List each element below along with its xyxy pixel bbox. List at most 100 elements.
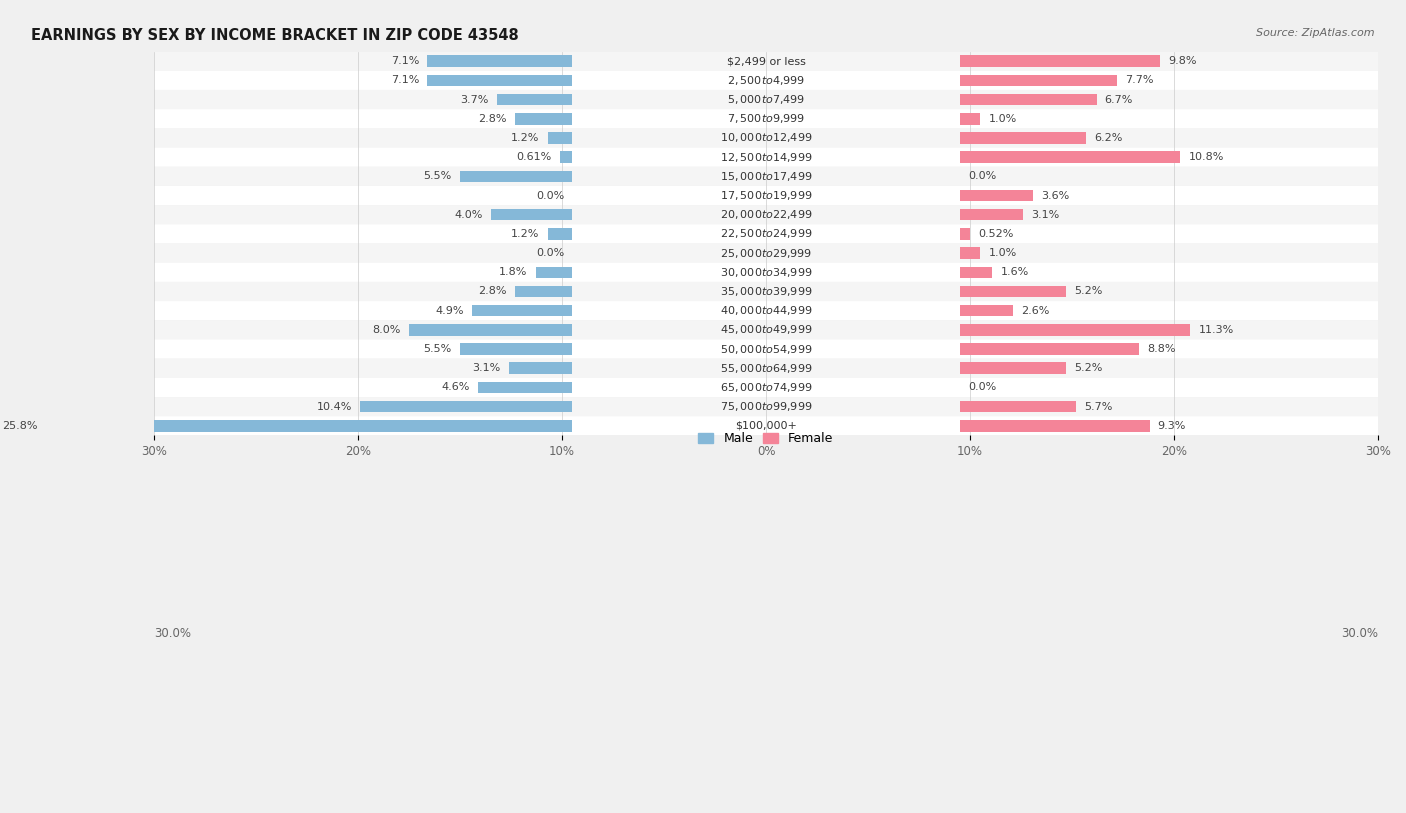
Text: $20,000 to $22,499: $20,000 to $22,499 bbox=[720, 208, 813, 221]
Bar bbox=[960, 113, 980, 124]
Text: 5.7%: 5.7% bbox=[1084, 402, 1112, 411]
Text: 1.8%: 1.8% bbox=[499, 267, 527, 277]
Text: 7.1%: 7.1% bbox=[391, 76, 419, 85]
Text: 0.0%: 0.0% bbox=[536, 248, 564, 258]
FancyBboxPatch shape bbox=[155, 51, 1378, 71]
Text: 1.2%: 1.2% bbox=[512, 133, 540, 143]
Text: $35,000 to $39,999: $35,000 to $39,999 bbox=[720, 285, 813, 298]
Bar bbox=[536, 267, 572, 278]
Bar bbox=[960, 247, 980, 259]
Text: 0.0%: 0.0% bbox=[967, 382, 997, 393]
Text: 1.0%: 1.0% bbox=[988, 114, 1017, 124]
Bar bbox=[960, 75, 1116, 86]
Text: 1.0%: 1.0% bbox=[988, 248, 1017, 258]
Text: $30,000 to $34,999: $30,000 to $34,999 bbox=[720, 266, 813, 279]
Text: $5,000 to $7,499: $5,000 to $7,499 bbox=[727, 93, 806, 106]
Text: 3.7%: 3.7% bbox=[460, 94, 489, 105]
Text: $2,500 to $4,999: $2,500 to $4,999 bbox=[727, 74, 806, 87]
Text: 3.1%: 3.1% bbox=[1031, 210, 1060, 220]
FancyBboxPatch shape bbox=[155, 359, 1378, 378]
Bar bbox=[960, 285, 1066, 298]
Bar bbox=[960, 133, 1087, 144]
Bar bbox=[496, 93, 572, 106]
Text: 7.1%: 7.1% bbox=[391, 56, 419, 66]
FancyBboxPatch shape bbox=[155, 320, 1378, 340]
Text: 9.8%: 9.8% bbox=[1168, 56, 1197, 66]
FancyBboxPatch shape bbox=[155, 167, 1378, 186]
Text: $22,500 to $24,999: $22,500 to $24,999 bbox=[720, 228, 813, 241]
Bar bbox=[960, 189, 1033, 202]
FancyBboxPatch shape bbox=[155, 263, 1378, 282]
Text: 30.0%: 30.0% bbox=[155, 628, 191, 641]
Text: $55,000 to $64,999: $55,000 to $64,999 bbox=[720, 362, 813, 375]
Bar bbox=[960, 228, 970, 240]
Text: 5.5%: 5.5% bbox=[423, 344, 451, 354]
Text: 3.1%: 3.1% bbox=[472, 363, 501, 373]
Text: 5.5%: 5.5% bbox=[423, 172, 451, 181]
Bar bbox=[960, 93, 1097, 106]
Text: $50,000 to $54,999: $50,000 to $54,999 bbox=[720, 342, 813, 355]
FancyBboxPatch shape bbox=[155, 301, 1378, 320]
FancyBboxPatch shape bbox=[155, 90, 1378, 109]
Text: 25.8%: 25.8% bbox=[3, 421, 38, 431]
Bar bbox=[960, 55, 1160, 67]
Bar bbox=[515, 285, 572, 298]
Text: 2.8%: 2.8% bbox=[478, 114, 508, 124]
Text: 1.2%: 1.2% bbox=[512, 229, 540, 239]
Text: 2.8%: 2.8% bbox=[478, 286, 508, 297]
Bar bbox=[427, 75, 572, 86]
Bar bbox=[960, 305, 1012, 316]
Text: $40,000 to $44,999: $40,000 to $44,999 bbox=[720, 304, 813, 317]
Bar bbox=[560, 151, 572, 163]
Text: 4.9%: 4.9% bbox=[436, 306, 464, 315]
Text: 3.6%: 3.6% bbox=[1042, 190, 1070, 201]
Bar bbox=[960, 151, 1180, 163]
FancyBboxPatch shape bbox=[155, 416, 1378, 436]
FancyBboxPatch shape bbox=[155, 147, 1378, 167]
FancyBboxPatch shape bbox=[155, 397, 1378, 416]
Text: $12,500 to $14,999: $12,500 to $14,999 bbox=[720, 150, 813, 163]
FancyBboxPatch shape bbox=[155, 340, 1378, 359]
Text: $15,000 to $17,499: $15,000 to $17,499 bbox=[720, 170, 813, 183]
Bar bbox=[478, 381, 572, 393]
Bar bbox=[509, 363, 572, 374]
Text: 0.0%: 0.0% bbox=[967, 172, 997, 181]
Text: $25,000 to $29,999: $25,000 to $29,999 bbox=[720, 246, 813, 259]
Bar bbox=[960, 324, 1191, 336]
Text: Source: ZipAtlas.com: Source: ZipAtlas.com bbox=[1257, 28, 1375, 38]
Bar bbox=[460, 171, 572, 182]
Text: 6.7%: 6.7% bbox=[1105, 94, 1133, 105]
Text: 10.8%: 10.8% bbox=[1188, 152, 1223, 162]
Bar bbox=[960, 401, 1076, 412]
Text: 6.2%: 6.2% bbox=[1094, 133, 1123, 143]
Text: $2,499 or less: $2,499 or less bbox=[727, 56, 806, 66]
Bar bbox=[548, 133, 572, 144]
FancyBboxPatch shape bbox=[155, 224, 1378, 244]
Text: 4.6%: 4.6% bbox=[441, 382, 470, 393]
Text: $100,000+: $100,000+ bbox=[735, 421, 797, 431]
Text: 30.0%: 30.0% bbox=[1341, 628, 1378, 641]
Text: EARNINGS BY SEX BY INCOME BRACKET IN ZIP CODE 43548: EARNINGS BY SEX BY INCOME BRACKET IN ZIP… bbox=[31, 28, 519, 43]
Bar bbox=[960, 343, 1139, 354]
Bar bbox=[472, 305, 572, 316]
Text: 2.6%: 2.6% bbox=[1021, 306, 1049, 315]
Text: $7,500 to $9,999: $7,500 to $9,999 bbox=[727, 112, 806, 125]
FancyBboxPatch shape bbox=[155, 71, 1378, 90]
Bar bbox=[46, 420, 572, 432]
Bar bbox=[960, 420, 1150, 432]
FancyBboxPatch shape bbox=[155, 128, 1378, 147]
Text: 11.3%: 11.3% bbox=[1198, 325, 1234, 335]
Legend: Male, Female: Male, Female bbox=[693, 428, 838, 450]
Text: $17,500 to $19,999: $17,500 to $19,999 bbox=[720, 189, 813, 202]
Text: 5.2%: 5.2% bbox=[1074, 363, 1102, 373]
Text: 9.3%: 9.3% bbox=[1157, 421, 1187, 431]
Text: 8.8%: 8.8% bbox=[1147, 344, 1175, 354]
Text: 1.6%: 1.6% bbox=[1001, 267, 1029, 277]
FancyBboxPatch shape bbox=[155, 244, 1378, 263]
Text: $65,000 to $74,999: $65,000 to $74,999 bbox=[720, 381, 813, 394]
Text: 0.0%: 0.0% bbox=[536, 190, 564, 201]
FancyBboxPatch shape bbox=[155, 109, 1378, 128]
Bar bbox=[515, 113, 572, 124]
FancyBboxPatch shape bbox=[155, 205, 1378, 224]
Text: 5.2%: 5.2% bbox=[1074, 286, 1102, 297]
